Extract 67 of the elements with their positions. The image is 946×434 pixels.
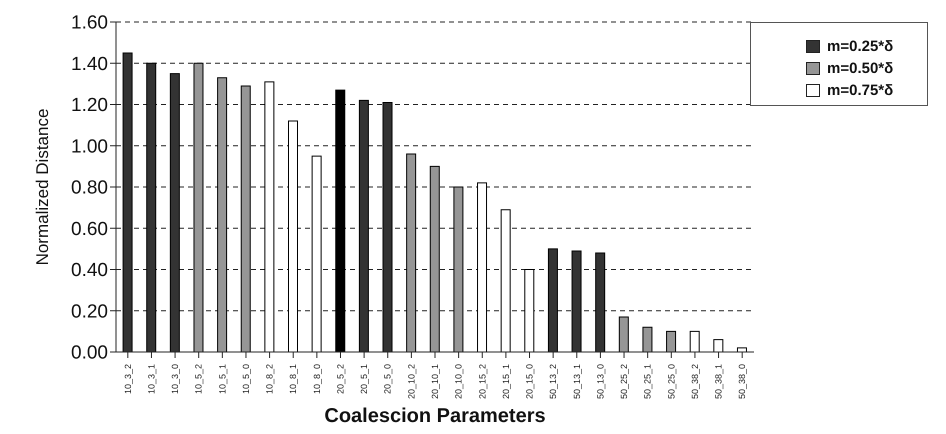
x-tick-label: 10_5_1: [217, 364, 228, 394]
y-tick-label: 0.80: [71, 178, 108, 199]
bar: [430, 166, 440, 352]
bar: [335, 90, 346, 352]
y-tick-label: 1.40: [71, 54, 108, 75]
x-tick-label: 10_5_2: [194, 364, 204, 394]
bar: [217, 77, 228, 352]
x-tick-label: 10_8_1: [288, 364, 298, 394]
bar: [595, 252, 606, 352]
legend-label: m=0.25*δ: [827, 38, 894, 54]
x-tick-label: 20_10_1: [430, 364, 440, 400]
x-tick-label: 50_38_2: [690, 364, 700, 400]
bar: [524, 269, 534, 352]
x-tick-label: 10_8_2: [264, 364, 275, 394]
x-tick-label: 20_15_0: [524, 364, 535, 400]
x-tick-label: 20_15_2: [477, 364, 488, 400]
x-tick-label: 50_25_2: [619, 364, 630, 400]
x-tick-label: 20_10_2: [406, 364, 416, 400]
x-tick-label: 50_13_0: [595, 364, 606, 400]
x-tick-label: 10_3_0: [170, 364, 180, 394]
x-tick-label: 50_13_2: [548, 364, 558, 400]
x-tick-label: 50_25_0: [666, 364, 676, 400]
bar: [618, 316, 629, 352]
bar: [312, 156, 322, 352]
bar: [264, 81, 274, 352]
y-tick-label: 0.40: [71, 260, 108, 282]
bar: [500, 209, 511, 352]
bar: [713, 339, 724, 352]
y-tick-label: 1.00: [71, 136, 108, 158]
y-tick-label: 1.20: [71, 95, 108, 116]
bar: [406, 154, 416, 352]
bar: [666, 330, 676, 352]
bar: [477, 182, 488, 352]
y-tick-label: 0.20: [71, 301, 108, 322]
x-tick-label: 50_25_1: [642, 364, 653, 400]
y-tick-label: 0.60: [71, 218, 108, 240]
bar: [122, 52, 133, 352]
bar: [382, 102, 393, 352]
bar: [146, 62, 156, 352]
x-tick-label: 20_15_1: [500, 364, 511, 400]
x-axis-title: Coalescion Parameters: [324, 405, 546, 427]
y-tick-label: 1.60: [71, 12, 108, 34]
bar: [642, 326, 652, 352]
x-tick-label: 10_3_2: [122, 364, 133, 394]
bar: [358, 100, 369, 352]
bar: [453, 186, 464, 352]
bar: [572, 250, 582, 352]
legend-label: m=0.50*δ: [827, 60, 894, 76]
bar: [240, 85, 251, 352]
x-tick-label: 10_5_0: [240, 364, 251, 394]
text: m=0.75*δ: [827, 82, 894, 98]
bar: [170, 73, 180, 352]
x-tick-label: 10_8_0: [312, 364, 322, 394]
bar: [548, 248, 558, 352]
x-tick-label: 50_38_0: [737, 364, 748, 400]
y-axis-title: Normalized Distance: [33, 108, 52, 266]
x-tick-label: 20_5_1: [359, 364, 370, 394]
x-tick-label: 20_5_2: [335, 364, 346, 394]
x-tick-label: 50_38_1: [714, 364, 724, 400]
x-tick-label: 20_10_0: [454, 364, 464, 400]
y-tick-label: 0.00: [71, 342, 108, 364]
x-tick-label: 20_5_0: [382, 364, 393, 394]
bar: [690, 330, 700, 352]
x-tick-label: 10_3_1: [146, 364, 156, 394]
bar: [193, 62, 204, 352]
bar: [288, 120, 298, 352]
x-tick-label: 50_13_1: [572, 364, 582, 400]
